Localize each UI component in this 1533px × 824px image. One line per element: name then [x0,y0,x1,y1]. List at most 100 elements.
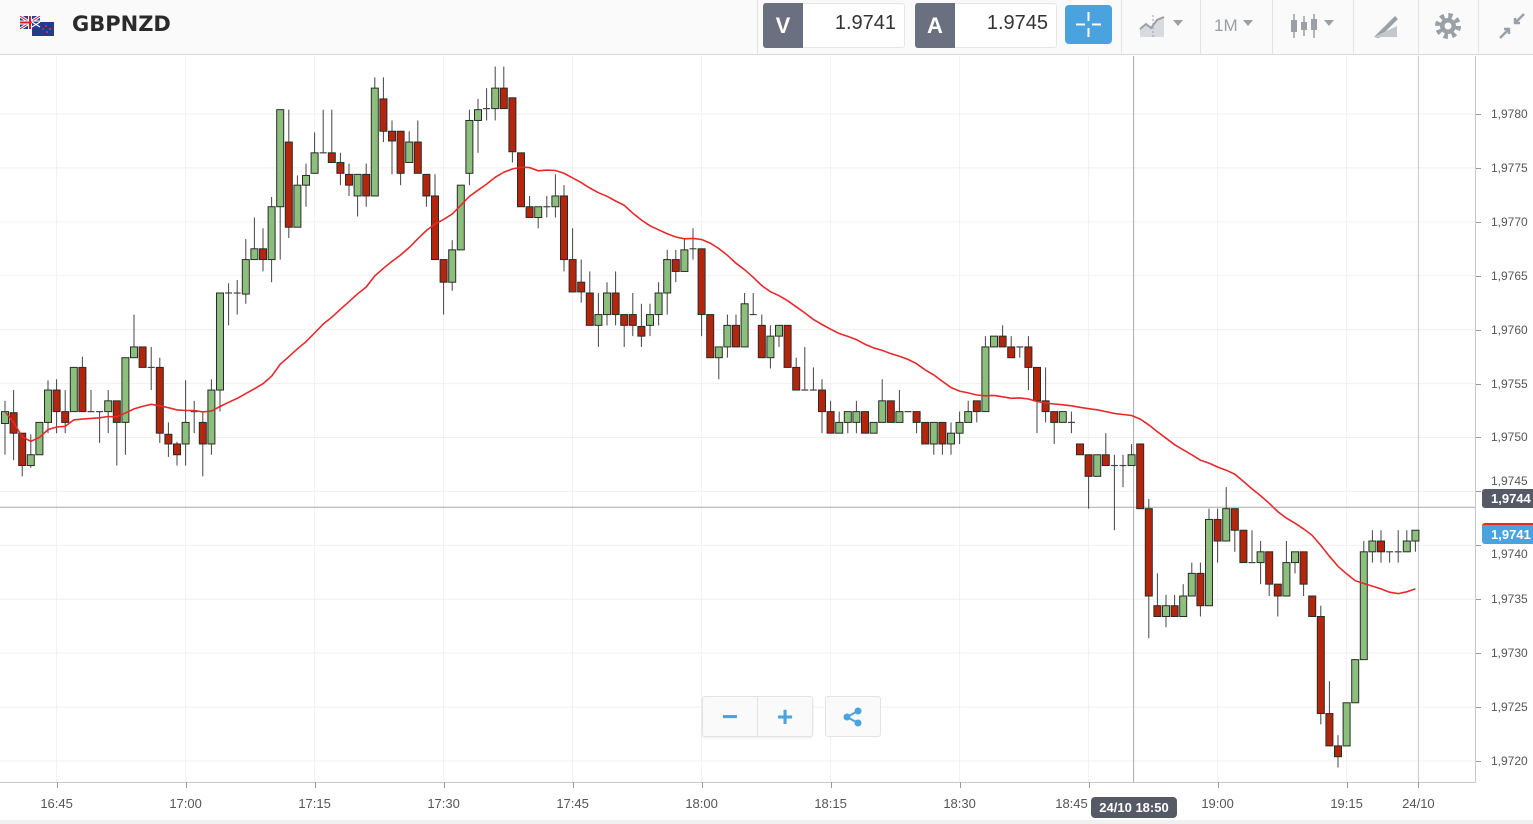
share-button[interactable] [825,696,881,737]
time-tick [830,782,832,788]
candle-down [362,173,371,197]
candlestick-chart[interactable] [0,56,1475,783]
candle-down [972,400,981,413]
chart-toolbar: GBPNZD V 1.9741 A 1.9745 1M [0,0,1533,55]
candle-down [508,97,517,153]
candle-down [1101,454,1110,467]
candle-down [1299,551,1308,585]
candle-style-button[interactable] [1289,12,1334,40]
candle-down [1084,454,1093,477]
candle-down [628,314,637,326]
zoom-in-button[interactable]: + [776,700,794,732]
candle-down [1144,508,1153,597]
drawing-tools-button[interactable] [1371,12,1399,40]
candle-down [1024,346,1033,368]
candle-down [1308,595,1317,618]
candle-down [1377,540,1385,553]
candle-up [766,335,775,359]
candle-down [336,162,345,174]
candle-down [1196,572,1205,607]
chart-type-button[interactable] [1138,12,1183,40]
candle-down [138,346,147,368]
candle-down [499,87,508,110]
price-label: 1,9770 [1491,214,1528,229]
candle-down [112,400,121,423]
divider [757,0,758,54]
price-tick [1476,114,1481,115]
time-label: 24/10 [1402,796,1435,811]
candle-up [1368,540,1377,553]
settings-button[interactable] [1433,12,1463,40]
candle-up [1291,551,1299,564]
bottom-scrollbar[interactable] [0,820,1533,824]
candle-down [439,259,448,283]
candle-down [1316,616,1325,715]
candle-down [379,98,388,132]
time-label: 18:15 [814,796,847,811]
crosshair-button[interactable] [1065,5,1112,44]
candle-down [259,248,267,261]
price-label: 1,9745 [1491,474,1528,488]
timeframe-dropdown[interactable]: 1M [1214,12,1253,40]
candle-down [1230,508,1239,531]
candle-down [52,389,61,413]
candle-down [585,292,594,326]
candle-down [198,421,207,445]
price-tick [1476,167,1481,169]
candle-down [78,366,87,413]
candle-down [818,389,826,413]
price-tick [1476,437,1481,439]
candle-up [1351,659,1360,704]
candle-down [560,195,568,261]
candle-up [276,109,285,208]
chevron-down-icon [1173,20,1183,26]
candle-down [1239,529,1248,564]
candle-up [1342,702,1351,747]
price-label: 1,9730 [1491,646,1528,661]
crosshair-time-badge: 24/10 18:50 [1091,797,1177,818]
candle-up [293,184,302,228]
candle-down [1076,443,1084,456]
candle-up [448,249,457,283]
price-tick [1476,599,1481,601]
candle-up [551,195,560,208]
candle-up [1162,605,1170,618]
divider [1200,0,1201,54]
candle-up [835,421,844,434]
candle-down [1325,713,1334,747]
time-tick [314,782,316,788]
candle-down [671,259,680,272]
candle-up [775,324,783,337]
candle-down [1136,443,1145,510]
gear-icon [1435,13,1461,39]
zoom-out-button[interactable]: − [703,697,758,736]
moving-average-line [4,166,1416,595]
price-label: 1,9775 [1491,160,1528,175]
candle-up [405,141,414,164]
candle-down [637,325,646,337]
candle-down [921,421,930,445]
candle-down [1265,551,1274,585]
price-label: 1,9735 [1491,592,1528,607]
price-label: 1,9780 [1491,107,1528,121]
candle-up [878,400,887,423]
price-tick [1476,329,1481,331]
timeframe-label: 1M [1214,16,1238,35]
time-tick [959,782,961,788]
candle-up [714,346,723,359]
divider [1353,0,1354,54]
candle-up [474,109,482,121]
time-tick [701,782,703,788]
candle-up [947,432,955,445]
time-axis[interactable] [0,782,1475,821]
collapse-button[interactable] [1498,12,1526,40]
candle-up [1256,551,1265,564]
candle-down [517,152,525,208]
candle-up [1359,551,1368,661]
candle-up [465,119,474,174]
candle-down [388,130,396,142]
candle-up [680,249,689,272]
candle-up [1402,540,1411,553]
price-axis[interactable] [1475,56,1533,783]
candle-down [61,411,70,423]
